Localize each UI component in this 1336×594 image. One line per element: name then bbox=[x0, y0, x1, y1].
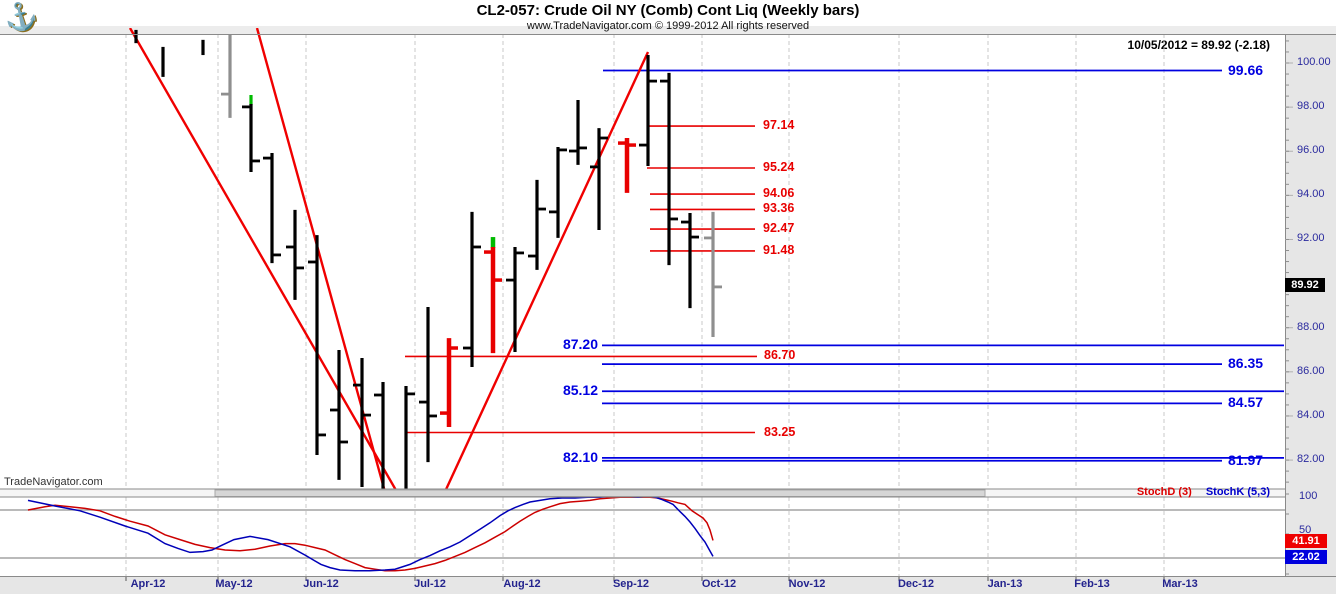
chart-subtitle: www.TradeNavigator.com © 1999-2012 All r… bbox=[526, 20, 810, 32]
date-axis-strip bbox=[0, 576, 1336, 594]
top-band bbox=[0, 26, 1336, 34]
trend-line bbox=[444, 51, 650, 489]
stochk-curve bbox=[27, 497, 714, 572]
stochd-curve bbox=[27, 497, 714, 572]
stoch-panel bbox=[0, 497, 1285, 576]
last-quote-banner: 10/05/2012 = 89.92 (-2.18) bbox=[1127, 38, 1270, 52]
trend-line bbox=[128, 28, 397, 489]
main-panel bbox=[125, 28, 1284, 489]
trend-line bbox=[255, 28, 386, 489]
chart-title: CL2-057: Crude Oil NY (Comb) Cont Liq (W… bbox=[476, 2, 860, 19]
h-scrollbar-thumb[interactable] bbox=[214, 489, 986, 497]
price-axis-strip bbox=[1285, 34, 1336, 576]
